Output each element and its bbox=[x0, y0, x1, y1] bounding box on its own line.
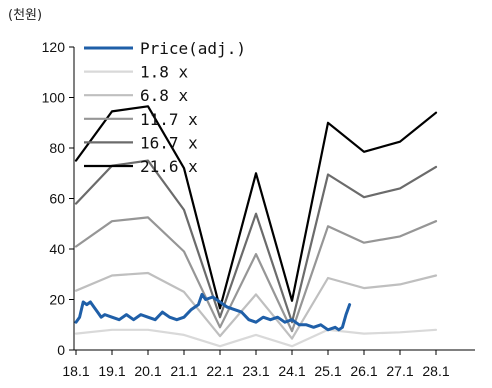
legend-label-4: 16.7 x bbox=[140, 133, 198, 152]
x-tick-label: 28.1 bbox=[422, 363, 449, 379]
y-ticks: 0 20 40 60 80 100 120 bbox=[42, 39, 74, 358]
y-tick-label: 20 bbox=[49, 292, 65, 308]
x-tick-label: 19.1 bbox=[98, 363, 125, 379]
legend: Price(adj.) 1.8 x 6.8 x 11.7 x 16.7 x 21.6 x bbox=[84, 39, 246, 176]
x-tick-label: 20.1 bbox=[134, 363, 161, 379]
legend-label-1: 1.8 x bbox=[140, 63, 189, 82]
x-tick-label: 25.1 bbox=[314, 363, 341, 379]
y-tick-label: 0 bbox=[57, 342, 65, 358]
x-tick-label: 26.1 bbox=[350, 363, 377, 379]
x-tick-label: 18.1 bbox=[62, 363, 89, 379]
series-lines bbox=[74, 105, 438, 348]
series-line-5 bbox=[74, 105, 438, 310]
series-line-3 bbox=[74, 216, 438, 333]
series-line-2 bbox=[74, 271, 438, 340]
y-tick-label: 40 bbox=[49, 241, 65, 257]
legend-label-3: 11.7 x bbox=[140, 110, 198, 129]
x-tick-label: 27.1 bbox=[386, 363, 413, 379]
legend-label-0: Price(adj.) bbox=[140, 39, 246, 58]
y-tick-label: 120 bbox=[42, 39, 66, 55]
y-tick-label: 60 bbox=[49, 191, 65, 207]
x-tick-label: 21.1 bbox=[170, 363, 197, 379]
y-tick-label: 80 bbox=[49, 140, 65, 156]
series-line-0 bbox=[74, 292, 352, 332]
x-tick-label: 22.1 bbox=[206, 363, 233, 379]
series-line-4 bbox=[74, 159, 438, 324]
series-line-1 bbox=[74, 328, 438, 348]
unit-label: (천원) bbox=[8, 8, 42, 23]
y-tick-label: 100 bbox=[42, 90, 66, 106]
x-tick-label: 23.1 bbox=[242, 363, 269, 379]
x-tick-label: 24.1 bbox=[278, 363, 305, 379]
legend-label-2: 6.8 x bbox=[140, 86, 189, 105]
x-ticks: 18.1 19.1 20.1 21.1 22.1 23.1 24.1 25.1 26.1 27.1… bbox=[62, 350, 450, 379]
legend-label-5: 21.6 x bbox=[140, 157, 198, 176]
